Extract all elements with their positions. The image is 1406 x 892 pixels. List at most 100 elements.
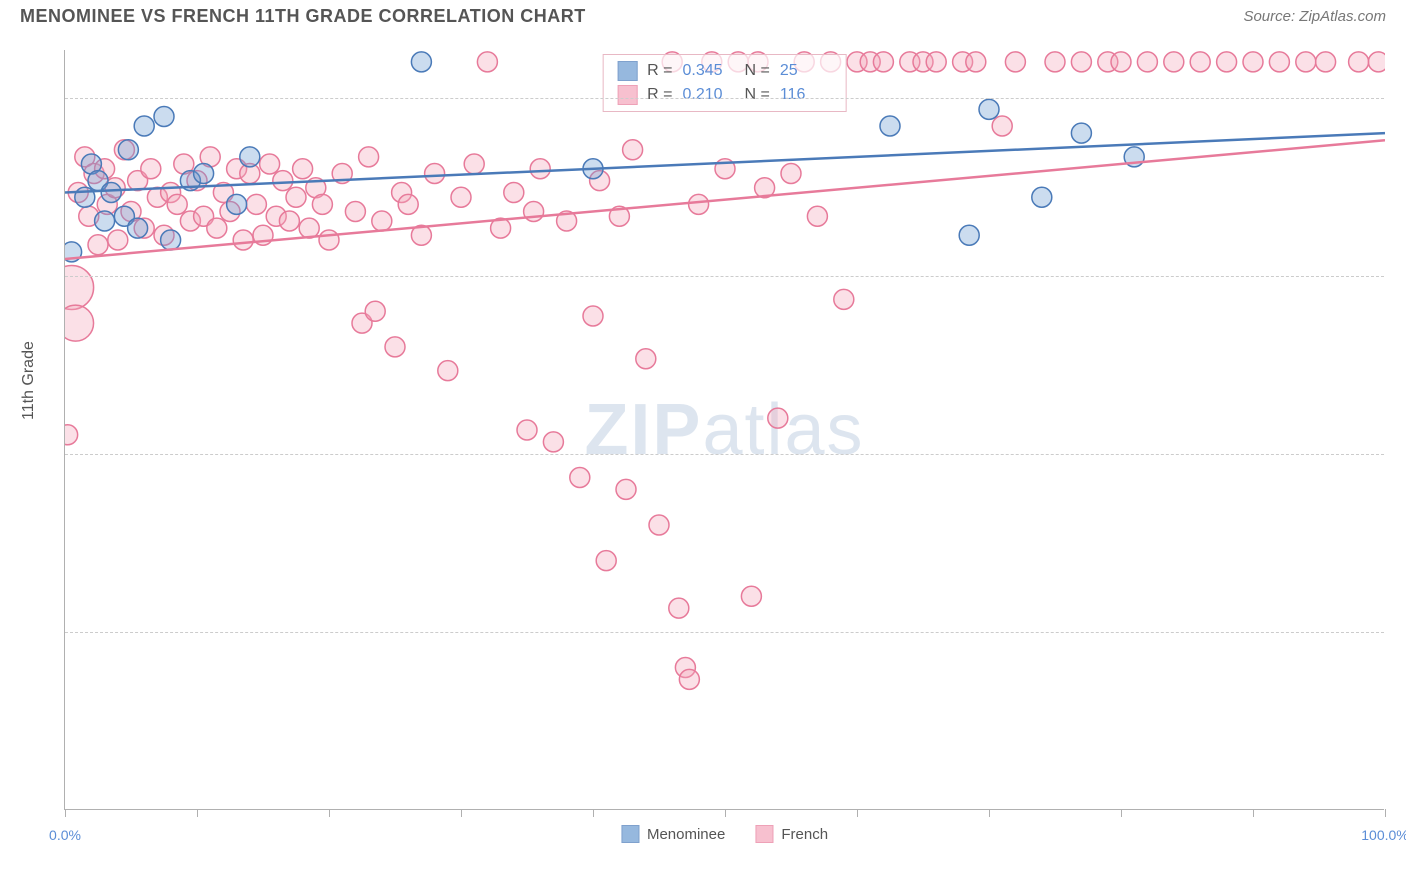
- data-point: [154, 107, 174, 127]
- data-point: [623, 140, 643, 160]
- data-point: [194, 164, 214, 184]
- data-point: [1349, 52, 1369, 72]
- data-point: [1137, 52, 1157, 72]
- x-tick-label: 100.0%: [1361, 827, 1406, 843]
- data-point: [880, 116, 900, 136]
- x-tick: [857, 809, 858, 817]
- data-point: [65, 425, 78, 445]
- data-point: [312, 194, 332, 214]
- data-point: [689, 194, 709, 214]
- x-tick: [1121, 809, 1122, 817]
- data-point: [669, 598, 689, 618]
- data-point: [260, 154, 280, 174]
- data-point: [273, 171, 293, 191]
- data-point: [398, 194, 418, 214]
- data-point: [530, 159, 550, 179]
- data-point: [741, 586, 761, 606]
- data-point: [966, 52, 986, 72]
- data-point: [161, 230, 181, 250]
- x-tick: [593, 809, 594, 817]
- stats-n-french: 116: [780, 86, 832, 104]
- data-point: [279, 211, 299, 231]
- legend-label-menominee: Menominee: [647, 826, 725, 843]
- stats-n-menominee: 25: [780, 62, 832, 80]
- data-point: [359, 147, 379, 167]
- data-point: [807, 206, 827, 226]
- data-point: [167, 194, 187, 214]
- data-point: [1071, 123, 1091, 143]
- data-point: [1190, 52, 1210, 72]
- x-tick: [461, 809, 462, 817]
- data-point: [141, 159, 161, 179]
- scatter-layer: [65, 50, 1385, 810]
- data-point: [1164, 52, 1184, 72]
- data-point: [425, 164, 445, 184]
- gridline-y: [65, 98, 1384, 99]
- data-point: [1296, 52, 1316, 72]
- stats-r-french: 0.210: [683, 86, 735, 104]
- data-point: [583, 306, 603, 326]
- stats-box: R = 0.345 N = 25 R = 0.210 N = 116: [602, 54, 847, 112]
- data-point: [636, 349, 656, 369]
- x-tick: [989, 809, 990, 817]
- x-tick: [1253, 809, 1254, 817]
- chart-container: MENOMINEE VS FRENCH 11TH GRADE CORRELATI…: [0, 0, 1406, 892]
- data-point: [649, 515, 669, 535]
- stats-row-menominee: R = 0.345 N = 25: [617, 59, 832, 83]
- data-point: [134, 116, 154, 136]
- data-point: [543, 432, 563, 452]
- data-point: [345, 202, 365, 222]
- data-point: [1243, 52, 1263, 72]
- data-point: [233, 230, 253, 250]
- stats-row-french: R = 0.210 N = 116: [617, 83, 832, 107]
- data-point: [128, 218, 148, 238]
- data-point: [1269, 52, 1289, 72]
- data-point: [781, 164, 801, 184]
- data-point: [1111, 52, 1131, 72]
- data-point: [1316, 52, 1336, 72]
- data-point: [108, 230, 128, 250]
- data-point: [451, 187, 471, 207]
- data-point: [372, 211, 392, 231]
- title-row: MENOMINEE VS FRENCH 11TH GRADE CORRELATI…: [0, 0, 1406, 27]
- data-point: [873, 52, 893, 72]
- gridline-y: [65, 454, 1384, 455]
- data-point: [240, 147, 260, 167]
- data-point: [101, 183, 121, 203]
- data-point: [926, 52, 946, 72]
- data-point: [65, 266, 94, 310]
- data-point: [1071, 52, 1091, 72]
- chart-title: MENOMINEE VS FRENCH 11TH GRADE CORRELATI…: [20, 6, 586, 27]
- data-point: [319, 230, 339, 250]
- x-tick-label: 0.0%: [49, 827, 81, 843]
- legend-item-french: French: [755, 825, 828, 843]
- data-point: [65, 305, 94, 341]
- data-point: [365, 301, 385, 321]
- data-point: [959, 225, 979, 245]
- data-point: [517, 420, 537, 440]
- data-point: [1368, 52, 1385, 72]
- data-point: [768, 408, 788, 428]
- x-tick: [197, 809, 198, 817]
- legend-swatch-menominee: [621, 825, 639, 843]
- data-point: [979, 99, 999, 119]
- data-point: [1045, 52, 1065, 72]
- legend-bottom: Menominee French: [621, 825, 828, 843]
- data-point: [464, 154, 484, 174]
- data-point: [679, 669, 699, 689]
- legend-item-menominee: Menominee: [621, 825, 725, 843]
- data-point: [95, 211, 115, 231]
- data-point: [246, 194, 266, 214]
- y-axis-title: 11th Grade: [20, 341, 38, 420]
- legend-swatch-french: [755, 825, 773, 843]
- x-tick: [725, 809, 726, 817]
- gridline-y: [65, 632, 1384, 633]
- data-point: [504, 183, 524, 203]
- stats-swatch-menominee: [617, 61, 637, 81]
- data-point: [596, 551, 616, 571]
- x-tick: [1385, 809, 1386, 817]
- stats-r-menominee: 0.345: [683, 62, 735, 80]
- data-point: [207, 218, 227, 238]
- legend-label-french: French: [781, 826, 828, 843]
- stats-swatch-french: [617, 85, 637, 105]
